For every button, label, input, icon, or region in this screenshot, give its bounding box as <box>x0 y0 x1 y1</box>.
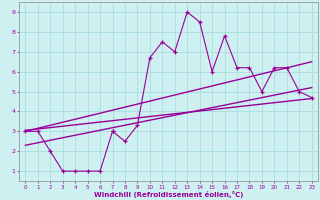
X-axis label: Windchill (Refroidissement éolien,°C): Windchill (Refroidissement éolien,°C) <box>94 191 243 198</box>
